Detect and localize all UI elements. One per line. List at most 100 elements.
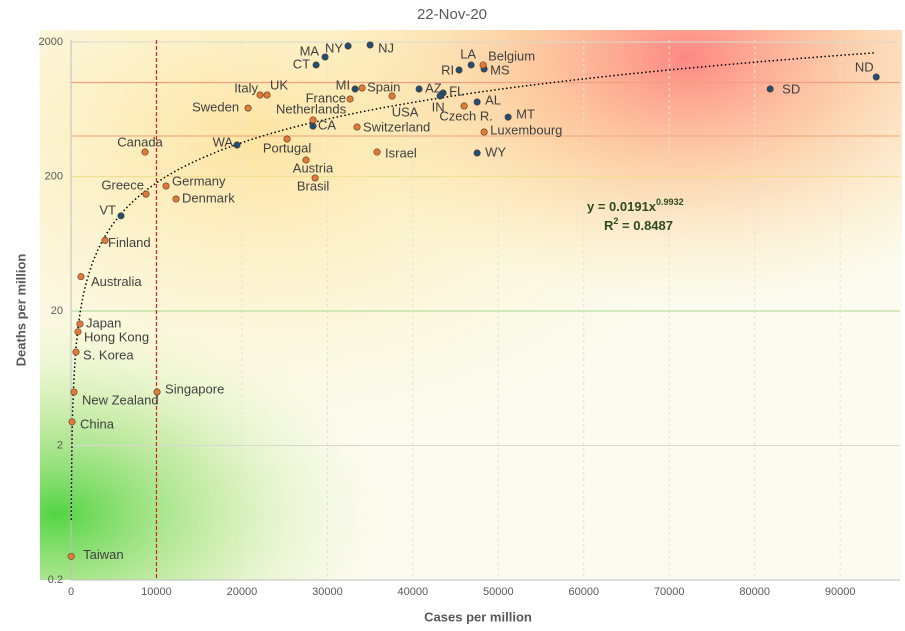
x-tick-label: 20000 (227, 586, 258, 598)
data-point (436, 92, 444, 100)
data-point (473, 149, 481, 157)
data-point (415, 85, 423, 93)
data-point (309, 122, 317, 130)
data-point (479, 61, 487, 69)
data-point (467, 61, 475, 69)
x-tick-label: 70000 (654, 586, 685, 598)
data-point (244, 104, 252, 112)
data-point (504, 113, 512, 121)
point-label: Germany (172, 173, 226, 188)
point-label: Luxembourg (490, 122, 562, 137)
r2-label: R (604, 218, 614, 233)
point-label: AL (485, 92, 501, 107)
data-point (283, 135, 291, 143)
x-axis-title: Cases per million (424, 609, 532, 624)
point-label: S. Korea (83, 348, 134, 363)
data-point (366, 41, 374, 49)
point-label: Switzerland (363, 119, 430, 134)
point-label: CT (293, 56, 310, 71)
point-label: IN (432, 99, 445, 114)
point-label: MT (516, 107, 535, 122)
data-point (153, 388, 161, 396)
data-point (460, 102, 468, 110)
data-point (309, 116, 317, 124)
point-label: China (80, 416, 115, 431)
data-point (344, 42, 352, 50)
point-label: Greece (101, 178, 144, 193)
data-point (162, 182, 170, 190)
data-point (172, 195, 180, 203)
point-label: Netherlands (276, 101, 347, 116)
data-point (263, 91, 271, 99)
equation-text: y = 0.0191x (587, 199, 657, 214)
point-label: Australia (91, 274, 142, 289)
point-label: Spain (367, 79, 400, 94)
r-squared: R2 = 0.8487 (604, 216, 673, 233)
data-point (358, 84, 366, 92)
background-glow (40, 30, 902, 580)
data-point (70, 388, 78, 396)
point-label: AZ (425, 80, 442, 95)
x-tick-label: 30000 (312, 586, 343, 598)
r2-sup: 2 (613, 216, 618, 226)
point-label: MS (490, 62, 510, 77)
data-point (346, 95, 354, 103)
data-point (256, 91, 264, 99)
data-point (76, 320, 84, 328)
r2-value: = 0.8487 (618, 218, 673, 233)
point-label: Sweden (192, 100, 239, 115)
data-point (321, 53, 329, 61)
y-tick-label: 2 (57, 439, 63, 451)
point-label: NY (325, 40, 343, 55)
data-point (72, 348, 80, 356)
x-tick-label: 0 (68, 586, 74, 598)
chart-title: 22-Nov-20 (417, 6, 487, 23)
data-point (142, 190, 150, 198)
point-label: Japan (86, 315, 121, 330)
point-label: Taiwan (83, 547, 123, 562)
data-point (312, 61, 320, 69)
data-point (77, 273, 85, 281)
point-label: ND (855, 59, 874, 74)
point-label: FL (449, 83, 464, 98)
x-tick-label: 60000 (568, 586, 599, 598)
equation-exponent: 0.9932 (656, 197, 684, 207)
y-tick-label: 2000 (39, 36, 63, 48)
point-label: USA (392, 104, 419, 119)
point-label: SD (782, 81, 800, 96)
point-label: Austria (293, 160, 334, 175)
data-point (74, 328, 82, 336)
point-label: Canada (117, 134, 163, 149)
x-tick-label: 40000 (398, 586, 429, 598)
data-point (67, 552, 75, 560)
point-label: WA (213, 134, 234, 149)
data-point (766, 85, 774, 93)
x-tick-label: 90000 (825, 586, 856, 598)
data-point (68, 418, 76, 426)
point-label: MI (336, 77, 350, 92)
data-point (311, 174, 319, 182)
data-point (473, 98, 481, 106)
point-label: France (306, 90, 346, 105)
y-tick-label: 200 (45, 170, 63, 182)
data-point (233, 141, 241, 149)
trend-equation: y = 0.0191x0.9932 (587, 197, 684, 214)
point-label: Singapore (165, 381, 224, 396)
y-axis-title: Deaths per million (13, 254, 28, 367)
data-point (101, 236, 109, 244)
data-point (351, 85, 359, 93)
point-label: UK (270, 77, 288, 92)
point-label: VT (99, 202, 116, 217)
data-point (141, 148, 149, 156)
plot: 0 10000 20000 30000 40000 50000 60000 70000 8000… (39, 36, 900, 598)
point-label: RI (441, 62, 454, 77)
x-tick-label: 80000 (739, 586, 770, 598)
point-label: NJ (378, 40, 394, 55)
point-label: WY (485, 144, 506, 159)
point-label: LA (460, 46, 476, 61)
point-label: MA (300, 43, 320, 58)
point-label: Israel (385, 145, 417, 160)
point-label: Italy (234, 80, 258, 95)
data-point (373, 148, 381, 156)
